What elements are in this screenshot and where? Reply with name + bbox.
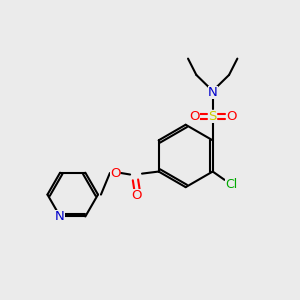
Text: N: N (55, 210, 65, 223)
Text: S: S (208, 110, 217, 123)
Text: O: O (226, 110, 236, 123)
Text: Cl: Cl (225, 178, 237, 190)
Text: N: N (208, 86, 218, 99)
Text: O: O (189, 110, 200, 123)
Text: O: O (132, 189, 142, 203)
Text: O: O (110, 167, 121, 179)
